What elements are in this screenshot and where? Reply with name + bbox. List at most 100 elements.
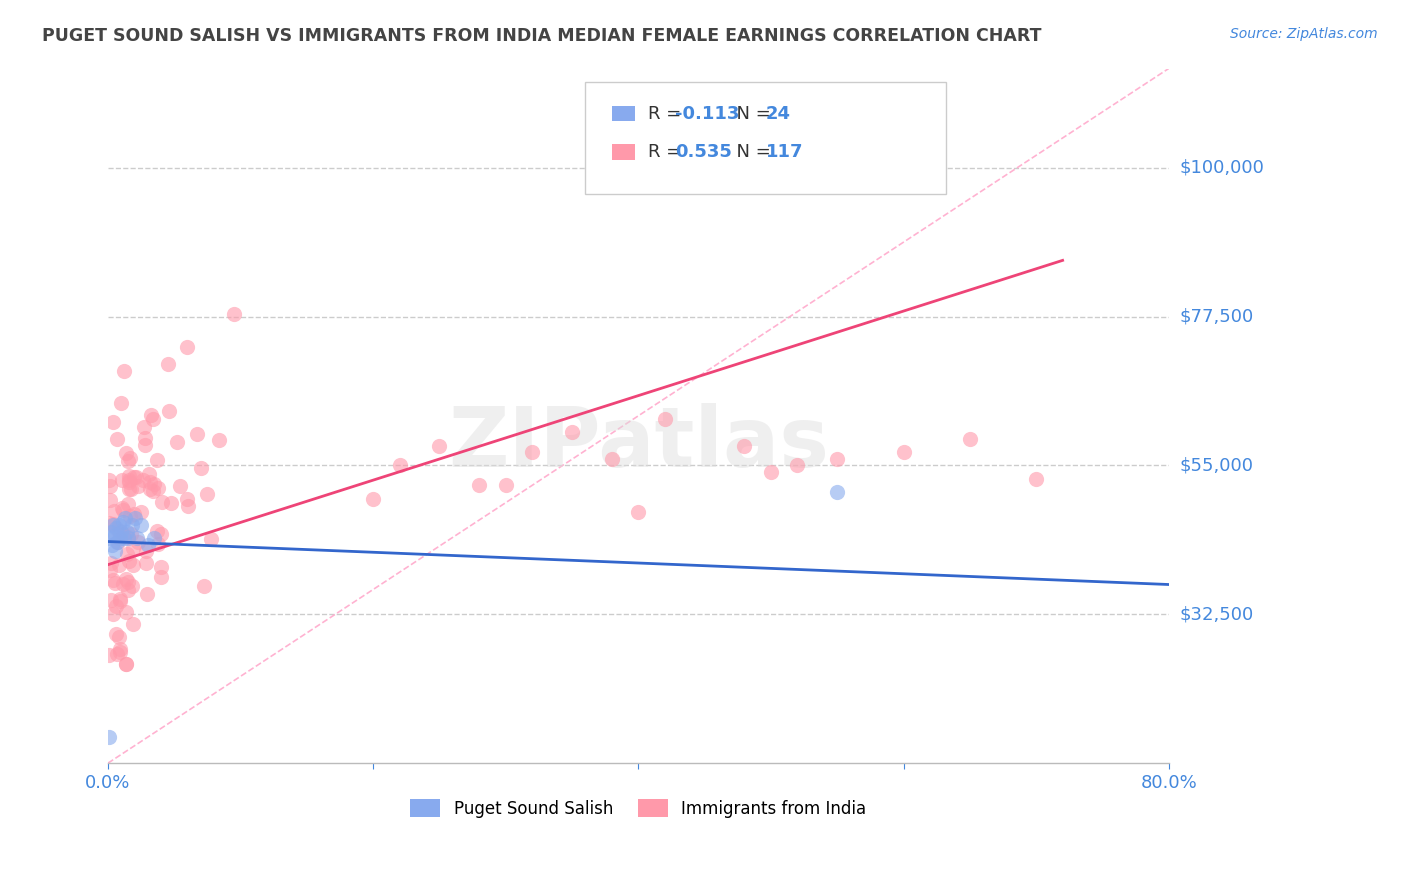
Point (176, 492, 198, 507)
Point (108, 641, 131, 656)
Point (136, 587, 159, 601)
Point (103, 518, 125, 533)
Point (112, 364, 135, 378)
Point (143, 476, 166, 491)
Point (131, 505, 153, 519)
Point (132, 474, 155, 488)
Point (103, 517, 125, 532)
Point (103, 575, 125, 590)
Point (114, 657, 136, 671)
Text: ZIPatlas: ZIPatlas (449, 403, 830, 484)
Point (117, 497, 139, 511)
Point (143, 531, 166, 545)
Point (117, 530, 139, 544)
Point (145, 524, 167, 539)
Point (98, 648, 121, 662)
Point (150, 559, 173, 574)
Point (893, 445, 915, 459)
Point (100, 524, 122, 539)
Point (169, 479, 191, 493)
Point (98, 473, 121, 487)
Point (561, 425, 583, 440)
Point (142, 484, 165, 499)
Point (193, 579, 215, 593)
Point (627, 505, 650, 519)
Point (117, 468, 139, 483)
Point (149, 570, 172, 584)
Point (136, 538, 159, 552)
Text: $55,000: $55,000 (1180, 457, 1253, 475)
Point (1025, 472, 1047, 486)
Point (135, 556, 157, 570)
Point (101, 573, 124, 587)
Point (120, 482, 142, 496)
FancyBboxPatch shape (612, 145, 636, 160)
Point (114, 446, 136, 460)
Text: $100,000: $100,000 (1180, 159, 1264, 177)
Point (107, 518, 129, 533)
Point (127, 535, 149, 549)
Point (190, 461, 212, 475)
Point (134, 431, 156, 445)
Point (100, 556, 122, 570)
Point (132, 420, 155, 434)
Text: $77,500: $77,500 (1180, 308, 1254, 326)
Point (176, 500, 198, 514)
Point (157, 404, 180, 418)
Point (111, 515, 134, 529)
Point (117, 531, 139, 545)
Text: 24: 24 (766, 104, 790, 123)
Point (104, 626, 127, 640)
Point (115, 657, 138, 671)
Point (108, 531, 131, 545)
Point (468, 478, 491, 492)
Point (146, 537, 169, 551)
Text: 0.535: 0.535 (675, 143, 733, 161)
FancyBboxPatch shape (612, 106, 636, 121)
Point (208, 433, 231, 447)
Point (111, 500, 134, 515)
Point (186, 427, 208, 442)
Point (121, 558, 143, 573)
Point (112, 503, 135, 517)
Text: N =: N = (725, 143, 778, 161)
Point (114, 572, 136, 586)
Point (121, 518, 143, 533)
Point (114, 511, 136, 525)
Point (495, 478, 517, 492)
Point (388, 458, 411, 473)
Point (224, 307, 246, 321)
Text: $32,500: $32,500 (1180, 606, 1254, 624)
Point (117, 454, 139, 468)
Point (129, 518, 152, 533)
Point (600, 451, 623, 466)
Point (110, 524, 132, 539)
Text: R =: R = (648, 104, 688, 123)
Point (104, 528, 127, 542)
Point (115, 605, 138, 619)
Point (127, 531, 149, 545)
Point (112, 531, 135, 545)
Point (733, 439, 755, 453)
Point (118, 451, 141, 466)
Point (111, 473, 134, 487)
Point (522, 445, 544, 459)
Point (159, 496, 181, 510)
Legend: Puget Sound Salish, Immigrants from India: Puget Sound Salish, Immigrants from Indi… (404, 793, 873, 824)
Point (110, 592, 132, 607)
Point (125, 470, 148, 484)
Point (139, 475, 162, 489)
Point (120, 527, 142, 541)
Point (112, 576, 135, 591)
Point (104, 599, 127, 614)
Point (825, 451, 848, 466)
Point (157, 357, 180, 371)
Point (98, 562, 121, 576)
Point (115, 547, 138, 561)
Point (117, 583, 139, 598)
Point (142, 412, 165, 426)
Point (176, 340, 198, 354)
Point (118, 554, 141, 568)
Point (110, 593, 132, 607)
Point (121, 541, 143, 555)
